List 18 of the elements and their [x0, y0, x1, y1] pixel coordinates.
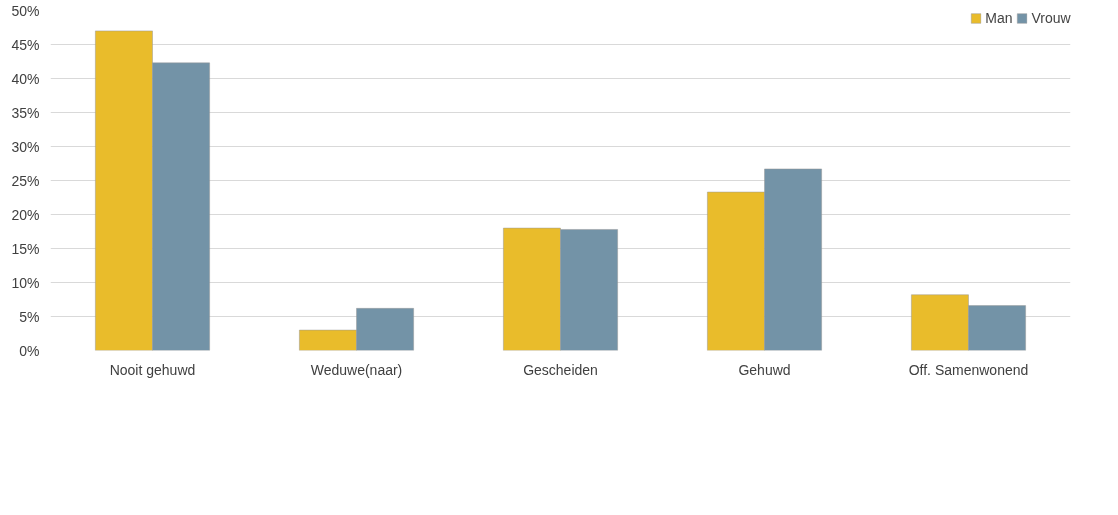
- x-tick-label: Weduwe(naar): [310, 361, 403, 378]
- y-tick-label: 15%: [11, 240, 40, 257]
- y-tick-label: 5%: [19, 308, 40, 325]
- y-tick-label: 0%: [19, 342, 40, 359]
- x-tick-label: Gehuwd: [738, 361, 791, 378]
- y-tick-label: 45%: [11, 36, 40, 53]
- y-tick-label: 25%: [11, 172, 40, 189]
- y-tick-label: 50%: [11, 2, 40, 19]
- y-tick-label: 35%: [11, 104, 40, 121]
- x-tick-label: Nooit gehuwd: [109, 361, 196, 378]
- x-tick-label: Off. Samenwonend: [908, 361, 1029, 378]
- legend-label: Vrouw: [1031, 10, 1071, 26]
- y-tick-label: 30%: [11, 138, 40, 155]
- x-tick-label: Gescheiden: [523, 361, 598, 378]
- y-tick-label: 20%: [11, 206, 40, 223]
- y-tick-label: 10%: [11, 274, 40, 291]
- legend-label: Man: [985, 10, 1013, 26]
- y-tick-label: 40%: [11, 70, 40, 87]
